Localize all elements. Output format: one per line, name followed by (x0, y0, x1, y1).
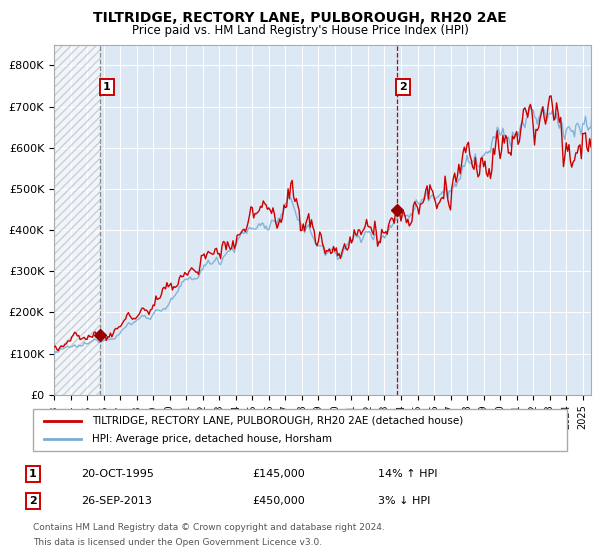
Text: TILTRIDGE, RECTORY LANE, PULBOROUGH, RH20 2AE (detached house): TILTRIDGE, RECTORY LANE, PULBOROUGH, RH2… (92, 416, 463, 426)
Text: £450,000: £450,000 (252, 496, 305, 506)
FancyBboxPatch shape (33, 409, 567, 451)
Text: This data is licensed under the Open Government Licence v3.0.: This data is licensed under the Open Gov… (33, 538, 322, 547)
Text: 3% ↓ HPI: 3% ↓ HPI (378, 496, 430, 506)
Text: TILTRIDGE, RECTORY LANE, PULBOROUGH, RH20 2AE: TILTRIDGE, RECTORY LANE, PULBOROUGH, RH2… (93, 11, 507, 25)
Text: Price paid vs. HM Land Registry's House Price Index (HPI): Price paid vs. HM Land Registry's House … (131, 24, 469, 36)
Text: Contains HM Land Registry data © Crown copyright and database right 2024.: Contains HM Land Registry data © Crown c… (33, 523, 385, 532)
Text: 26-SEP-2013: 26-SEP-2013 (81, 496, 152, 506)
Text: £145,000: £145,000 (252, 469, 305, 479)
Text: 2: 2 (29, 496, 37, 506)
Text: 2: 2 (399, 82, 407, 92)
Text: HPI: Average price, detached house, Horsham: HPI: Average price, detached house, Hors… (92, 434, 332, 444)
Text: 20-OCT-1995: 20-OCT-1995 (81, 469, 154, 479)
Text: 14% ↑ HPI: 14% ↑ HPI (378, 469, 437, 479)
Text: 1: 1 (29, 469, 37, 479)
Text: 1: 1 (103, 82, 110, 92)
